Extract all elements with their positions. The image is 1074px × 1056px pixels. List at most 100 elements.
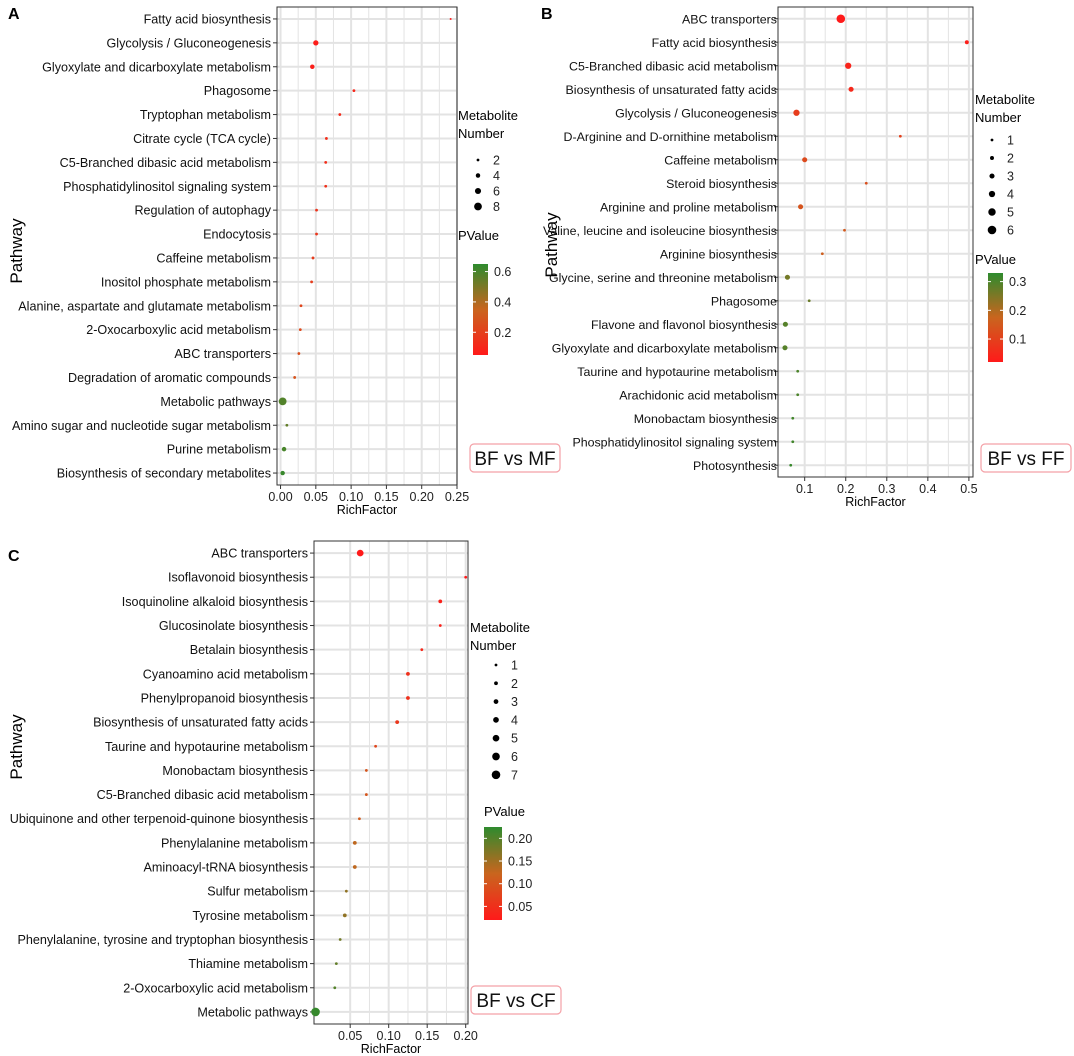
- data-point: [364, 793, 368, 796]
- pathway-label: 2-Oxocarboxylic acid metabolism: [123, 981, 308, 995]
- pathway-label: Monobactam biosynthesis: [634, 412, 777, 426]
- size-legend-label: 7: [511, 768, 518, 782]
- x-tick-label: 0.25: [445, 490, 469, 504]
- data-point: [395, 720, 400, 725]
- size-legend-label: 2: [511, 677, 518, 691]
- pathway-label: Tyrosine metabolism: [193, 909, 308, 923]
- pathway-label: Biosynthesis of secondary metabolites: [57, 467, 271, 481]
- pathway-label: Phagosome: [711, 294, 777, 308]
- data-point: [802, 157, 808, 163]
- pathway-label: ABC transporters: [174, 347, 271, 361]
- data-point: [310, 280, 313, 284]
- data-point: [338, 938, 342, 941]
- pathway-label: Glycine, serine and threonine metabolism: [549, 271, 777, 285]
- panel-label: C: [8, 548, 20, 565]
- data-point: [789, 463, 793, 467]
- color-legend-title: PValue: [458, 228, 499, 243]
- size-legend-dot: [476, 158, 480, 162]
- x-tick-label: 0.1: [796, 482, 813, 496]
- color-legend: PValue 0.3 0.2 0.1: [975, 252, 1026, 362]
- data-point: [344, 889, 348, 893]
- x-tick-label: 0.15: [374, 490, 398, 504]
- data-point: [352, 89, 356, 93]
- data-point: [807, 299, 811, 303]
- pathway-label: Phenylpropanoid biosynthesis: [141, 691, 308, 705]
- x-tick-label: 0.20: [410, 490, 434, 504]
- panel-B: B 0.1 0.2 0.3 0.4 0.5 RichFactor Pathway ABC tra…: [541, 6, 1072, 509]
- pathway-label: Metabolic pathways: [160, 395, 271, 409]
- pathway-label: Taurine and hypotaurine metabolism: [577, 365, 777, 379]
- data-point: [364, 769, 368, 772]
- pathway-label: C5-Branched dibasic acid metabolism: [97, 788, 308, 802]
- data-point: [898, 134, 902, 138]
- size-legend: Metabolite Number 1 2 3 4 5 6: [975, 92, 1035, 238]
- data-point: [836, 14, 846, 24]
- data-point: [334, 962, 338, 966]
- size-legend-label: 6: [493, 185, 500, 199]
- data-point: [311, 256, 315, 260]
- size-legend-dot: [474, 202, 482, 211]
- size-legend-title: Number: [458, 126, 505, 141]
- pathway-label: Endocytosis: [203, 228, 271, 242]
- color-tick-label: 0.15: [508, 855, 532, 869]
- x-tick-label: 0.10: [377, 1029, 401, 1043]
- comparison-label: BF vs CF: [476, 991, 555, 1012]
- comparison-label: BF vs MF: [474, 449, 555, 470]
- pathway-label: Arachidonic acid metabolism: [619, 388, 777, 402]
- data-point: [313, 40, 319, 46]
- data-point: [285, 423, 289, 427]
- pathway-label: 2-Oxocarboxylic acid metabolism: [86, 323, 271, 337]
- pathway-label: Caffeine metabolism: [156, 251, 271, 265]
- data-point: [338, 113, 342, 116]
- plot-border: [777, 6, 974, 478]
- size-legend-label: 2: [1007, 152, 1014, 166]
- size-legend-dot: [494, 681, 498, 686]
- color-tick-label: 0.6: [494, 265, 511, 279]
- pathway-label: Alanine, aspartate and glutamate metabol…: [18, 299, 271, 313]
- color-tick-label: 0.10: [508, 877, 532, 891]
- pathway-label: Phenylalanine, tyrosine and tryptophan b…: [17, 933, 308, 947]
- pathway-label: Fatty acid biosynthesis: [144, 12, 271, 26]
- pathway-label: Phenylalanine metabolism: [161, 836, 308, 850]
- size-legend-label: 4: [1007, 188, 1014, 202]
- pathway-label: Biosynthesis of unsaturated fatty acids: [566, 83, 777, 97]
- x-tick-label: 0.05: [338, 1029, 362, 1043]
- data-point: [791, 440, 795, 444]
- data-point: [281, 446, 287, 452]
- pathway-label: Valine, leucine and isoleucine biosynthe…: [543, 224, 777, 238]
- size-legend-dot: [990, 138, 994, 142]
- data-point: [820, 252, 824, 256]
- plot-area: [314, 541, 468, 1024]
- data-point: [793, 109, 800, 116]
- data-point: [406, 671, 410, 676]
- data-point: [315, 232, 318, 236]
- size-legend-title: Number: [470, 638, 517, 653]
- pathway-label: Glyoxylate and dicarboxylate metabolism: [552, 341, 777, 355]
- size-legend-dot: [491, 770, 501, 780]
- pathway-label: Taurine and hypotaurine metabolism: [105, 740, 308, 754]
- x-axis-label: RichFactor: [337, 503, 397, 517]
- size-legend-dot: [492, 734, 500, 742]
- size-legend-label: 3: [511, 695, 518, 709]
- size-legend-label: 6: [1007, 224, 1014, 238]
- pathway-label: Caffeine metabolism: [664, 153, 777, 167]
- x-axis-label: RichFactor: [845, 495, 905, 509]
- pathway-label: Isoquinoline alkaloid biosynthesis: [122, 595, 308, 609]
- color-tick-label: 0.05: [508, 900, 532, 914]
- pathway-label: Arginine and proline metabolism: [600, 200, 777, 214]
- data-point: [796, 393, 800, 397]
- panel-A: A 0.00 0.05 0.10 0.15 0.20 0.25 RichFactor Pathw…: [7, 6, 561, 517]
- size-legend-label: 4: [493, 169, 500, 183]
- color-bar: [484, 827, 502, 920]
- pathway-label: Glycolysis / Gluconeogenesis: [107, 36, 272, 50]
- pathway-label: Monobactam biosynthesis: [162, 764, 308, 778]
- data-point: [796, 369, 800, 373]
- size-legend-label: 5: [1007, 206, 1014, 220]
- size-legend-dot: [988, 208, 996, 216]
- data-point: [315, 208, 318, 212]
- size-legend-label: 6: [511, 750, 518, 764]
- data-point: [310, 64, 315, 69]
- data-point: [843, 228, 846, 232]
- size-legend-dot: [987, 225, 997, 235]
- data-point: [280, 470, 285, 476]
